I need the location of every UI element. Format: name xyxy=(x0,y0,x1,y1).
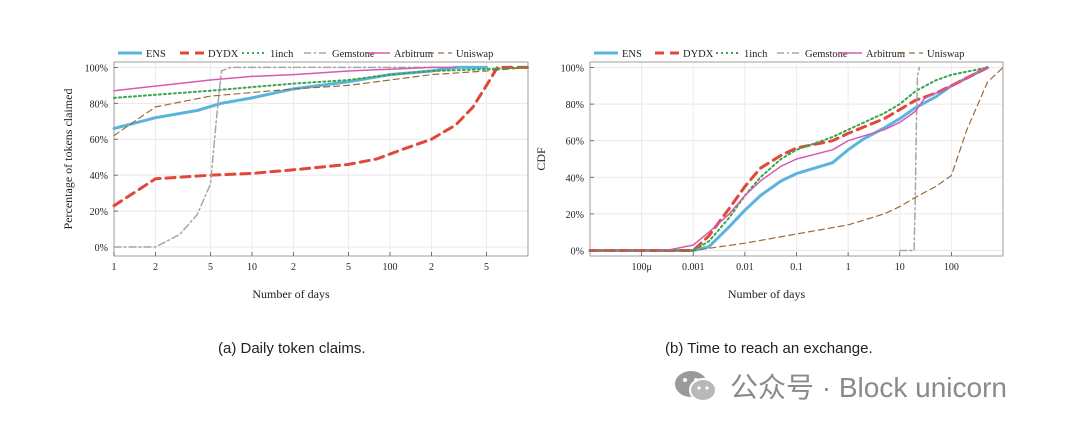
y-tick-label: 0% xyxy=(95,243,108,254)
y-tick-label: 40% xyxy=(90,171,108,182)
legend-label-arbitrum: Arbitrum xyxy=(866,49,905,60)
plot-frame xyxy=(113,61,529,257)
y-tick-label: 20% xyxy=(90,207,108,218)
series-line-arbitrum xyxy=(113,66,457,92)
x-tick-label: 0.001 xyxy=(682,262,705,273)
x-tick-label: 10 xyxy=(247,262,257,273)
x-axis-label: Number of days xyxy=(252,287,330,301)
series-line-ens xyxy=(112,65,488,130)
wechat-icon xyxy=(675,371,717,402)
x-tick-label: 2 xyxy=(291,262,296,273)
legend-label-uniswap: Uniswap xyxy=(456,49,493,60)
y-tick-label: 20% xyxy=(566,210,584,221)
watermark: 公众号 · Block unicorn xyxy=(672,366,1007,406)
x-tick-label: 10 xyxy=(895,262,905,273)
series-line-uniswap xyxy=(113,66,529,137)
chart-b: 0% 20% 40% 60% 80% 100% 100μ 0.001 0.01 0.1 1 10 100… xyxy=(534,49,1004,301)
series-line-dydx xyxy=(112,65,530,208)
legend-label-arbitrum: Arbitrum xyxy=(394,49,433,60)
y-tick-label: 100% xyxy=(85,63,108,74)
series-line-gemstone xyxy=(899,66,921,252)
legend-label-1inch: 1inch xyxy=(270,49,294,60)
y-axis-label: CDF xyxy=(534,147,548,171)
caption-b: (b) Time to reach an exchange. xyxy=(665,340,873,357)
legend-label-ens: ENS xyxy=(146,49,166,60)
y-tick-label: 80% xyxy=(90,99,108,110)
y-tick-label: 60% xyxy=(90,135,108,146)
legend-label-uniswap: Uniswap xyxy=(927,49,964,60)
y-tick-label: 100% xyxy=(561,63,584,74)
y-axis-label: Percentage of tokens claimed xyxy=(61,89,75,230)
y-tick-label: 40% xyxy=(566,173,584,184)
y-tick-label: 0% xyxy=(571,247,584,258)
caption-a: (a) Daily token claims. xyxy=(218,340,366,357)
x-tick-label: 1 xyxy=(846,262,851,273)
x-axis-label: Number of days xyxy=(728,287,806,301)
legend-label-gemstone: Gemstone xyxy=(332,49,375,60)
x-tick-label: 100 xyxy=(944,262,959,273)
x-tick-label: 1 xyxy=(112,262,117,273)
y-tick-label: 80% xyxy=(566,100,584,111)
x-tick-label: 5 xyxy=(208,262,213,273)
series-line-gemstone xyxy=(113,66,457,248)
series-line-1inch xyxy=(113,66,529,99)
legend-label-ens: ENS xyxy=(622,49,642,60)
x-tick-label: 0.1 xyxy=(790,262,803,273)
legend-label-1inch: 1inch xyxy=(744,49,768,60)
x-tick-label: 2 xyxy=(429,262,434,273)
x-tick-label: 5 xyxy=(346,262,351,273)
series-line-1inch xyxy=(589,66,989,252)
legend-label-dydx: DYDX xyxy=(683,49,714,60)
x-tick-label: 100μ xyxy=(631,262,651,273)
y-tick-label: 60% xyxy=(566,137,584,148)
legend-label-dydx: DYDX xyxy=(208,49,239,60)
series-line-dydx xyxy=(588,66,989,252)
x-tick-label: 2 xyxy=(153,262,158,273)
x-tick-label: 100 xyxy=(383,262,398,273)
x-tick-label: 5 xyxy=(484,262,489,273)
chart-a: 0% 20% 40% 60% 80% 100% 1 2 5 10 2 5 100 2 5 Number of … xyxy=(61,49,530,301)
series-line-uniswap xyxy=(589,66,1004,252)
x-tick-label: 0.01 xyxy=(736,262,754,273)
watermark-text: 公众号 · Block unicorn xyxy=(730,372,1007,403)
series-line-arbitrum xyxy=(589,66,989,252)
legend-label-gemstone: Gemstone xyxy=(805,49,848,60)
series-line-ens xyxy=(588,66,989,252)
